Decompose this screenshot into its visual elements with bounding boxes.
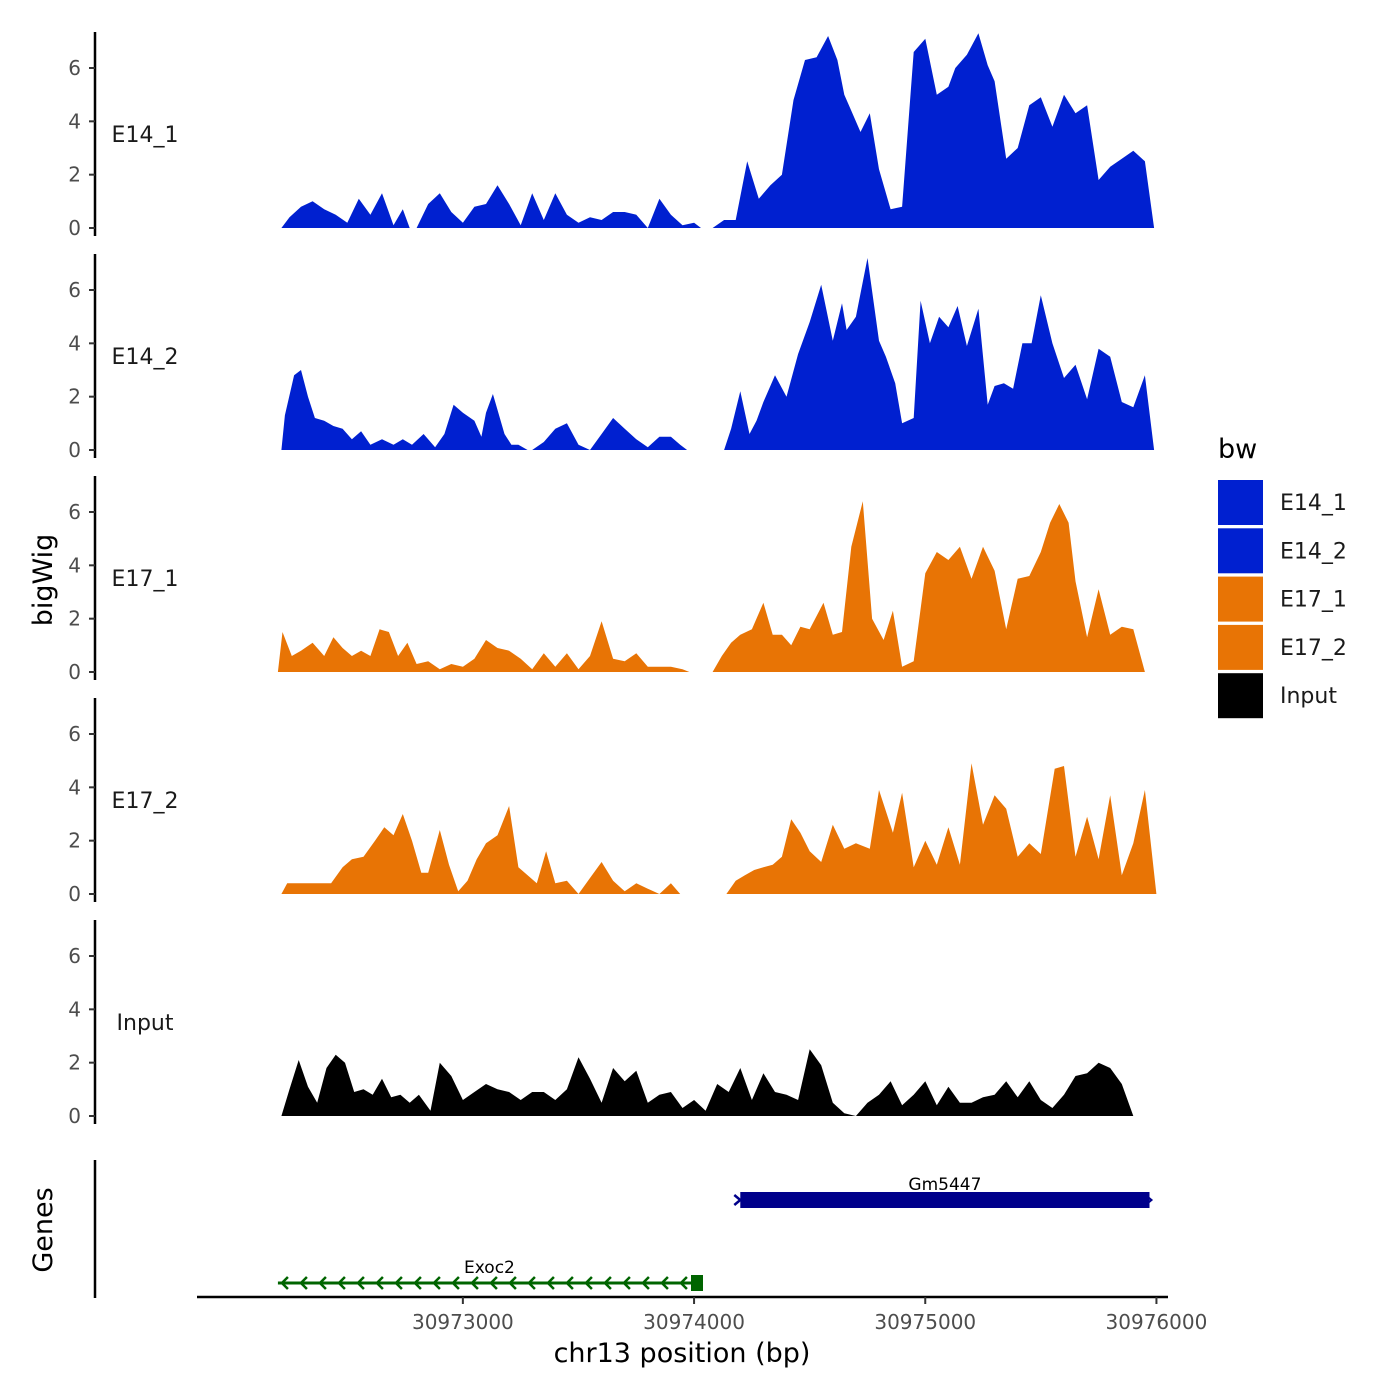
track-panels: 0 2 4 6 E14_1 0 2 4 6 E14_2 0 2 4 6 E17_1 0 2 4 6 E17_2 0 2 4 6… [68, 32, 1157, 1128]
legend-label: E17_2 [1280, 636, 1347, 661]
strand-arrow [679, 1276, 688, 1290]
y-tick-label: 4 [68, 775, 81, 799]
strand-arrow [356, 1276, 365, 1290]
gene-label: Exoc2 [464, 1258, 515, 1278]
legend-title: bw [1218, 434, 1257, 465]
strand-arrow [489, 1276, 498, 1290]
strand-arrow [470, 1276, 479, 1290]
track-panel: 0 2 4 6 Input [68, 920, 1134, 1128]
track-panel: 0 2 4 6 E14_2 [68, 254, 1155, 462]
strand-arrow [622, 1276, 631, 1290]
x-tick-label: 30975000 [874, 1310, 976, 1334]
legend-label: E14_2 [1280, 539, 1347, 564]
track-label: E14_2 [112, 345, 179, 370]
track-panel: 0 2 4 6 E17_2 [68, 698, 1157, 906]
y-tick-label: 6 [68, 722, 81, 746]
strand-arrow [508, 1276, 517, 1290]
coverage-area-e14-2 [281, 370, 528, 450]
y-axis-title: bigWig [28, 534, 59, 627]
track-label: E17_2 [112, 789, 179, 814]
y-tick-label: 0 [68, 1104, 81, 1128]
strand-arrow [375, 1276, 384, 1290]
x-axis: 30973000 30974000 30975000 30976000 [197, 1295, 1208, 1334]
strand-arrow [413, 1276, 422, 1290]
gene-gm5447: Gm5447 [733, 1175, 1154, 1208]
y-tick-label: 6 [68, 278, 81, 302]
strand-arrow [527, 1276, 536, 1290]
coverage-area-e14-2 [724, 258, 1155, 450]
y-tick-label: 6 [68, 500, 81, 524]
y-tick-label: 2 [68, 829, 81, 853]
y-tick-label: 0 [68, 882, 81, 906]
track-label: E17_1 [112, 567, 179, 592]
coverage-area-e14-1 [281, 193, 410, 228]
strand-arrow [1144, 1194, 1154, 1206]
legend-swatch [1218, 480, 1263, 525]
coverage-area-e14-1 [712, 33, 1155, 228]
coverage-area-input [281, 1049, 1134, 1116]
gene-exoc2: Exoc2 [277, 1258, 703, 1291]
coverage-area-e17-1 [712, 501, 1145, 672]
genes-panel: Gm5447 Exoc2 [93, 1160, 1154, 1298]
legend-label: E17_1 [1280, 588, 1347, 613]
track-panel: 0 2 4 6 E17_1 [68, 476, 1145, 684]
strand-arrow [546, 1276, 555, 1290]
legend-swatch [1218, 624, 1263, 670]
y-tick-label: 4 [68, 331, 81, 355]
x-axis-title: chr13 position (bp) [554, 1338, 811, 1369]
strand-arrow [733, 1194, 743, 1206]
track-panel: 0 2 4 6 E14_1 [68, 32, 1155, 240]
strand-arrow [280, 1276, 289, 1290]
y-tick-label: 2 [68, 1051, 81, 1075]
y-tick-label: 6 [68, 56, 81, 80]
legend-swatch [1218, 528, 1263, 574]
strand-arrow [451, 1276, 460, 1290]
legend-swatch [1218, 576, 1263, 622]
track-label: E14_1 [112, 123, 179, 148]
y-tick-label: 0 [68, 438, 81, 462]
coverage-area-e14-2 [532, 418, 688, 450]
legend-swatch [1218, 673, 1263, 719]
strand-arrow [660, 1276, 669, 1290]
x-tick-label: 30973000 [412, 1310, 514, 1334]
gene-label: Gm5447 [908, 1175, 981, 1195]
x-tick-label: 30974000 [643, 1310, 745, 1334]
y-tick-label: 4 [68, 109, 81, 133]
strand-arrow [584, 1276, 593, 1290]
y-tick-label: 0 [68, 216, 81, 240]
gene-exon [740, 1192, 1150, 1208]
strand-arrow [432, 1276, 441, 1290]
strand-arrow [299, 1276, 308, 1290]
strand-arrow [603, 1276, 612, 1290]
coverage-area-e17-2 [281, 806, 681, 894]
gene-exon [690, 1275, 703, 1291]
strand-arrow [641, 1276, 650, 1290]
y-tick-label: 4 [68, 553, 81, 577]
legend: bw E14_1 E14_2 E17_1 E17_2 Input [1218, 434, 1347, 719]
y-tick-label: 6 [68, 944, 81, 968]
x-tick-label: 30976000 [1106, 1310, 1208, 1334]
legend-label: Input [1280, 684, 1337, 709]
strand-arrow [337, 1276, 346, 1290]
y-tick-label: 2 [68, 607, 81, 631]
y-tick-label: 2 [68, 163, 81, 187]
strand-arrow [394, 1276, 403, 1290]
strand-arrow [318, 1276, 327, 1290]
track-label: Input [117, 1011, 174, 1036]
strand-arrow [565, 1276, 574, 1290]
y-tick-label: 2 [68, 385, 81, 409]
coverage-area-e17-2 [726, 763, 1157, 894]
y-tick-label: 0 [68, 660, 81, 684]
genes-axis-title: Genes [28, 1187, 59, 1272]
coverage-area-e17-1 [277, 621, 690, 672]
legend-label: E14_1 [1280, 491, 1347, 516]
y-tick-label: 4 [68, 997, 81, 1021]
coverage-area-e14-1 [416, 185, 701, 228]
